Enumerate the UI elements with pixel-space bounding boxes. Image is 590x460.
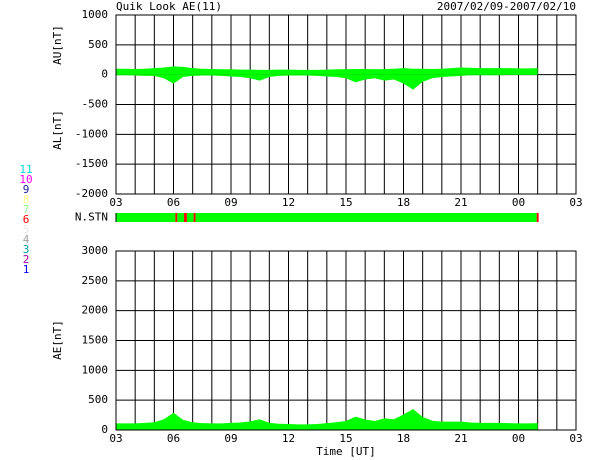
y-tick-label: 3000 xyxy=(82,244,109,257)
y-tick-label: 2000 xyxy=(82,304,109,317)
x-tick-label: 18 xyxy=(397,432,410,445)
y-tick-label: 0 xyxy=(101,68,108,81)
y-tick-label: 2500 xyxy=(82,274,109,287)
x-tick-label: 00 xyxy=(512,432,525,445)
x-tick-label: 21 xyxy=(454,432,467,445)
legend-label: 9 xyxy=(23,183,30,196)
y-tick-label: -500 xyxy=(82,98,109,111)
x-tick-label: 09 xyxy=(224,196,237,209)
y-tick-label: 0 xyxy=(101,423,108,436)
legend-label: 2 xyxy=(23,253,30,266)
legend-label: 8 xyxy=(23,193,30,206)
x-tick-label: 21 xyxy=(454,196,467,209)
y-tick-label: -1000 xyxy=(75,127,108,140)
legend-label: 3 xyxy=(23,243,30,256)
x-tick-label: 09 xyxy=(224,432,237,445)
area xyxy=(116,409,538,430)
legend-label: 6 xyxy=(23,213,30,226)
y-tick-label: 1000 xyxy=(82,8,109,21)
y-axis-label: AL[nT] xyxy=(51,110,64,150)
station-segment xyxy=(116,213,176,222)
station-segment xyxy=(186,213,194,222)
x-tick-label: 06 xyxy=(167,432,180,445)
station-segment xyxy=(177,213,185,222)
y-tick-label: -1500 xyxy=(75,157,108,170)
y-tick-label: 1000 xyxy=(82,363,109,376)
y-axis-label: AE[nT] xyxy=(51,320,64,360)
legend-label: 5 xyxy=(23,223,30,236)
x-tick-label: 18 xyxy=(397,196,410,209)
period: 2007/02/09-2007/02/10 xyxy=(437,0,576,13)
station-segment xyxy=(193,213,196,222)
x-tick-label: 00 xyxy=(512,196,525,209)
x-tick-label: 03 xyxy=(109,196,122,209)
y-tick-label: -2000 xyxy=(75,187,108,200)
x-tick-label: 12 xyxy=(282,196,295,209)
legend-label: 7 xyxy=(23,203,30,216)
chart-title: Quik Look AE(11) xyxy=(116,0,222,13)
station-segment xyxy=(536,213,539,222)
y-axis-label: AU[nT] xyxy=(51,25,64,65)
area xyxy=(116,66,538,75)
plot-frame xyxy=(115,250,577,431)
station-segment xyxy=(195,213,537,222)
plot-frame xyxy=(115,14,577,195)
x-tick-label: 15 xyxy=(339,432,352,445)
station-segment xyxy=(184,213,187,222)
legend-label: 10 xyxy=(19,173,32,186)
x-tick-label: 03 xyxy=(569,432,582,445)
x-tick-label: 15 xyxy=(339,196,352,209)
y-tick-label: 1500 xyxy=(82,334,109,347)
y-tick-label: 500 xyxy=(88,393,108,406)
x-tick-label: 03 xyxy=(109,432,122,445)
x-tick-label: 06 xyxy=(167,196,180,209)
x-axis-label: Time [UT] xyxy=(316,445,376,458)
x-tick-label: 03 xyxy=(569,196,582,209)
legend-label: 4 xyxy=(23,233,30,246)
y-tick-label: 500 xyxy=(88,38,108,51)
legend-label: 1 xyxy=(23,263,30,276)
area xyxy=(116,74,538,90)
station-segment xyxy=(175,213,178,222)
legend-label: 11 xyxy=(19,163,32,176)
x-tick-label: 12 xyxy=(282,432,295,445)
timeline-label: N.STN xyxy=(75,211,108,224)
